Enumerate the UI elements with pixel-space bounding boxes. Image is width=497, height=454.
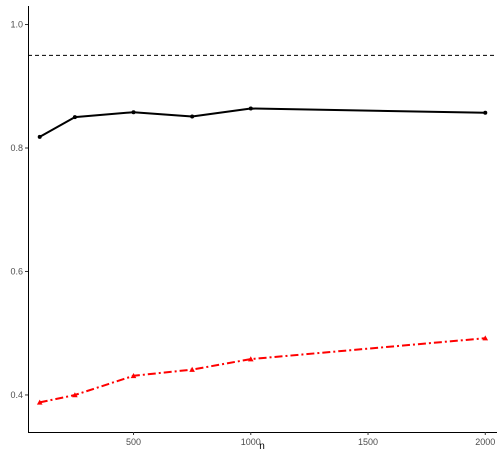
data-point-2 [482,335,489,341]
y-tick-label: 0.8 [10,143,23,153]
x-tick-label: 500 [126,437,141,447]
data-point-2 [248,356,254,362]
y-axis-ticks: 0.4 0.6 0.8 1.0 [10,20,28,400]
plot-area [28,54,497,405]
y-tick-label: 1.0 [10,20,23,30]
x-tick-label: 1500 [358,437,378,447]
data-point-2 [36,399,43,405]
y-tick-label: 0.6 [10,266,23,276]
series-line-1 [39,107,486,138]
data-point-2 [189,366,195,372]
x-tick-label: 2000 [475,437,495,447]
x-axis-title: n [259,441,265,452]
data-point-1 [190,114,195,119]
data-point-1 [248,106,253,111]
data-point-1 [483,110,488,115]
x-tick-label: 1000 [241,437,261,447]
data-point-1 [37,134,42,139]
data-point-1 [131,110,136,115]
y-tick-label: 0.4 [10,390,23,400]
data-point-2 [130,373,137,379]
series-line-2 [39,337,486,404]
data-point-1 [72,115,77,120]
x-axis-ticks: 500 1000 1500 2000 [126,432,495,447]
data-point-2 [72,392,78,398]
